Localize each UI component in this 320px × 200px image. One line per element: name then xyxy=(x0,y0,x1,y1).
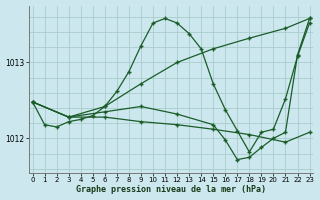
X-axis label: Graphe pression niveau de la mer (hPa): Graphe pression niveau de la mer (hPa) xyxy=(76,185,266,194)
